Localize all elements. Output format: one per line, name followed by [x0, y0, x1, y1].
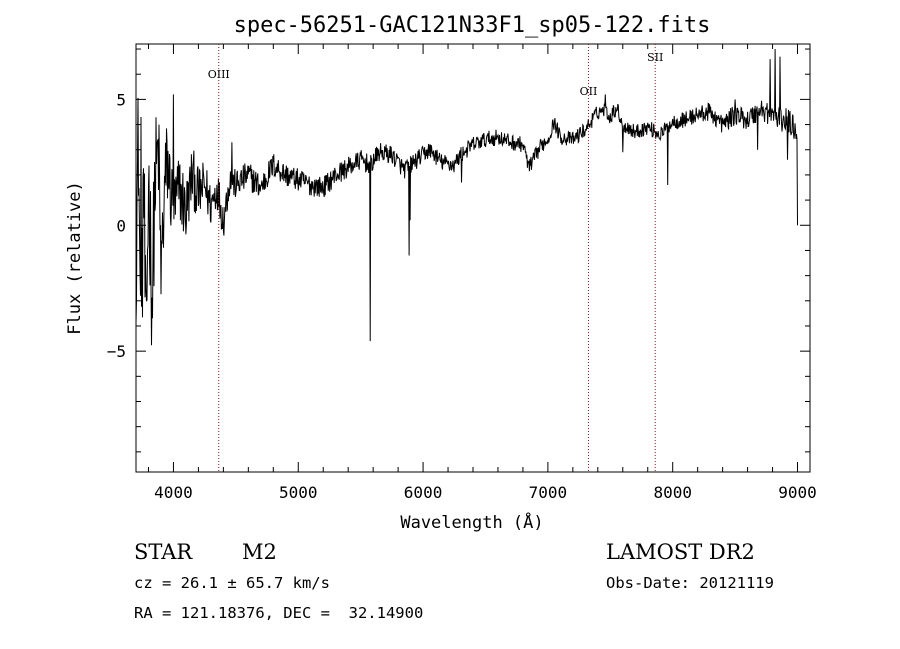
x-tick-label: 8000: [653, 483, 692, 502]
x-tick-label: 9000: [778, 483, 817, 502]
spectral-line-markers: OIII OII SII: [208, 44, 663, 472]
x-tick-label: 5000: [279, 483, 318, 502]
y-axis-label: Flux (relative): [65, 181, 85, 335]
spectral-line-label: OII: [580, 85, 598, 98]
x-axis: 4000 5000 6000 7000 8000 9000: [147, 44, 817, 502]
object-class: STAR: [134, 540, 193, 564]
spectrum-line: [135, 48, 798, 346]
spectral-line-label: OIII: [208, 68, 230, 81]
object-subclass: M2: [242, 540, 277, 564]
y-axis: −5 0 5: [107, 48, 810, 453]
plot-area: [135, 48, 798, 346]
coordinates-text: RA = 121.18376, DEC = 32.14900: [134, 604, 424, 622]
spectral-line-label: SII: [647, 51, 663, 64]
x-tick-label: 6000: [404, 483, 443, 502]
x-tick-label: 7000: [529, 483, 568, 502]
y-tick-label: 0: [116, 216, 126, 235]
y-tick-label: −5: [107, 342, 126, 361]
x-axis-label: Wavelength (Å): [400, 511, 543, 533]
obs-date: Obs-Date: 20121119: [606, 574, 774, 592]
y-tick-label: 5: [116, 90, 126, 109]
redshift-text: cz = 26.1 ± 65.7 km/s: [134, 574, 330, 592]
chart-title: spec-56251-GAC121N33F1_sp05-122.fits: [234, 13, 711, 38]
survey-name: LAMOST DR2: [606, 540, 755, 564]
x-tick-label: 4000: [154, 483, 193, 502]
